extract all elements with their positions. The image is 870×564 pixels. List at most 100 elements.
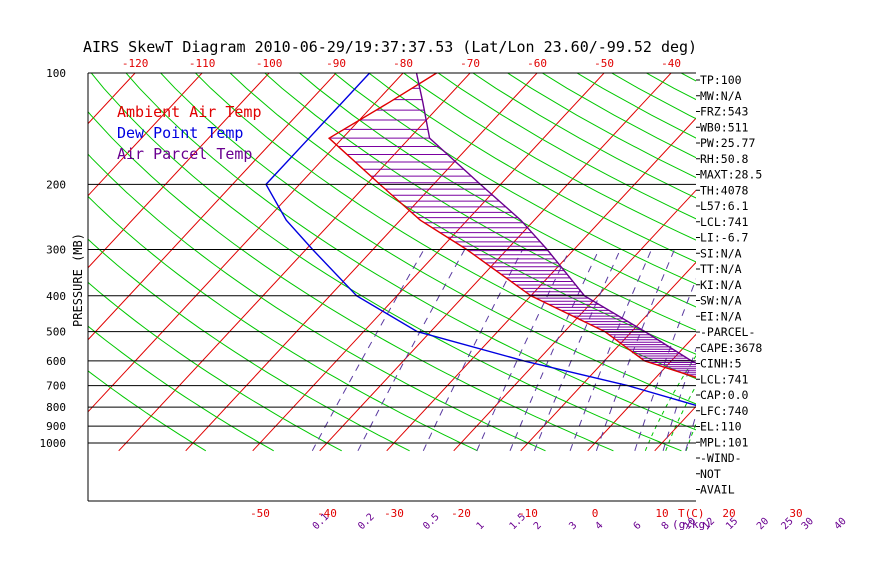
sounding-series <box>266 73 769 407</box>
pressure-tick-label: 600 <box>46 355 66 368</box>
dry-adiabat-line <box>246 56 870 451</box>
pressure-tick-label: 1000 <box>40 437 67 450</box>
mixing-ratio-tick-label: 6 <box>632 520 644 532</box>
top-tick-label: -100 <box>256 57 283 70</box>
index-label: TT:N/A <box>700 262 742 276</box>
mixing-ratio-tick-label: 20 <box>755 516 771 532</box>
index-label: -WIND- <box>700 451 742 465</box>
bottom-temp-tick-label: 30 <box>789 507 802 520</box>
moist-adiabat-line <box>747 353 785 451</box>
index-label: RH:50.8 <box>700 152 749 166</box>
top-tick-label: -50 <box>594 57 614 70</box>
isotherm-line <box>789 56 870 451</box>
mixing-ratio-tick-label: 0.2 <box>356 512 377 533</box>
index-label: TP:100 <box>700 73 742 87</box>
mixing-ratio-line <box>837 250 870 451</box>
top-tick-label: -120 <box>122 57 149 70</box>
index-label: CAP:0.0 <box>700 388 749 402</box>
index-label: MPL:101 <box>700 435 749 449</box>
index-label: LCL:741 <box>700 215 749 229</box>
index-label: SI:N/A <box>700 246 742 260</box>
moist-adiabat-line <box>788 353 821 451</box>
moist-adiabat-line <box>829 353 856 451</box>
mixing-ratio-tick-label: 3 <box>567 520 579 532</box>
isotherm-line <box>253 56 620 451</box>
index-label: PW:25.77 <box>700 136 755 150</box>
pressure-tick-label: 500 <box>46 326 66 339</box>
top-tick-label: -40 <box>661 57 681 70</box>
dry-adiabat-line <box>751 56 870 451</box>
mixing-ratio-line <box>312 250 424 451</box>
mixing-ratio-tick-label: 4 <box>593 520 605 532</box>
isotherm-line <box>0 56 17 451</box>
index-label: LI:-6.7 <box>700 231 749 245</box>
index-label: WB0:511 <box>700 120 749 134</box>
bottom-temp-tick-label: 0 <box>592 507 599 520</box>
mixing-ratio-tick-label: 40 <box>832 516 848 532</box>
legend-entry: Air Parcel Temp <box>117 145 252 163</box>
index-label: LFC:740 <box>700 404 749 418</box>
pressure-tick-label: 400 <box>46 290 66 303</box>
mixing-ratio-tick-label: 8 <box>660 520 672 532</box>
isotherm-line <box>320 56 687 451</box>
dry-adiabat-line <box>212 56 870 451</box>
top-tick-label: -110 <box>189 57 216 70</box>
dry-adiabat-line <box>852 56 870 451</box>
pressure-tick-label: 300 <box>46 244 66 257</box>
index-label: -PARCEL- <box>700 325 755 339</box>
moist-adiabat-line <box>849 353 870 451</box>
mixing-ratio-line <box>783 250 836 451</box>
index-label: L57:6.1 <box>700 199 749 213</box>
bottom-temp-tick-label: -50 <box>250 507 270 520</box>
bottom-temp-tick-label: -30 <box>384 507 404 520</box>
legend-entry: Dew Point Temp <box>117 124 243 142</box>
index-label: MW:N/A <box>700 89 742 103</box>
isotherm-line <box>655 56 870 451</box>
mixing-ratio-line <box>804 250 854 451</box>
mixing-ratio-line <box>759 250 815 451</box>
mixing-ratio-tick-label: 2 <box>532 520 544 532</box>
index-label: EI:N/A <box>700 309 742 323</box>
mixing-ratio-tick-label: 1 <box>475 520 487 532</box>
isotherm-line <box>454 56 821 451</box>
pressure-tick-label: 800 <box>46 401 66 414</box>
y-axis-label: PRESSURE (MB) <box>71 233 85 327</box>
index-label: EL:110 <box>700 420 742 434</box>
index-label: SW:N/A <box>700 294 742 308</box>
moist-adiabat-line <box>809 353 839 451</box>
isotherm-line <box>856 56 870 451</box>
index-label: AVAIL <box>700 483 735 497</box>
dry-adiabat-line <box>448 56 870 451</box>
mixing-ratio-tick-label: 0.5 <box>421 512 442 533</box>
pressure-tick-label: 700 <box>46 380 66 393</box>
index-label: MAXT:28.5 <box>700 168 762 182</box>
moist-adiabat-line <box>768 353 803 451</box>
mixing-ratio-line <box>635 250 708 451</box>
top-tick-label: -80 <box>393 57 413 70</box>
pressure-tick-label: 900 <box>46 420 66 433</box>
index-label: CINH:5 <box>700 357 742 371</box>
index-label: NOT <box>700 467 721 481</box>
dry-adiabat-line <box>818 56 870 451</box>
mixing-ratio-line <box>477 250 570 451</box>
bottom-temp-tick-label: 10 <box>655 507 668 520</box>
series-line-1 <box>266 73 702 407</box>
pressure-tick-label: 200 <box>46 178 66 191</box>
dry-adiabat-line <box>179 56 870 451</box>
dry-adiabat-line <box>380 56 870 451</box>
dry-adiabat-line <box>313 56 870 451</box>
index-label: KI:N/A <box>700 278 742 292</box>
chart-title: AIRS SkewT Diagram 2010-06-29/19:37:37.5… <box>83 38 697 56</box>
dry-adiabat-line <box>650 56 870 451</box>
index-label: TH:4078 <box>700 183 749 197</box>
index-label: FRZ:543 <box>700 105 749 119</box>
top-tick-label: -90 <box>326 57 346 70</box>
top-tick-label: -60 <box>527 57 547 70</box>
legend-entry: Ambient Air Temp <box>117 103 262 121</box>
mixing-ratio-line <box>570 250 651 451</box>
isotherm-line <box>521 56 870 451</box>
dry-adiabat-line <box>784 56 870 451</box>
